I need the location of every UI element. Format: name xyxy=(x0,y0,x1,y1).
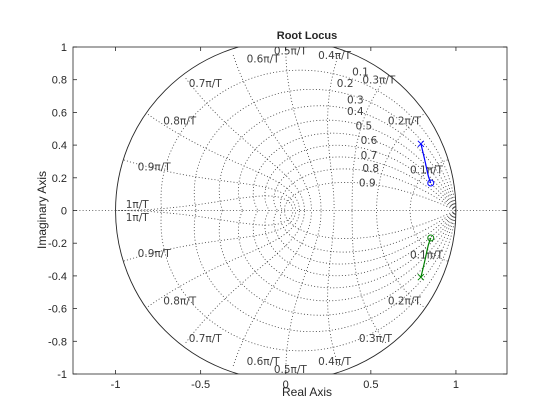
zgrid: 0.10.2 0.30.4 0.5 0.6 0.70.8 0.9 0.1π/T 0.2π/T 0… xyxy=(73,45,507,376)
damping-line-0.4-upper xyxy=(237,119,457,211)
frequency-curve-0.7-lower xyxy=(185,210,306,344)
frequency-curve-0.2-lower xyxy=(376,210,424,307)
frequency-curve-0.9-upper xyxy=(123,159,297,211)
frequency-curve-0.7-upper xyxy=(185,77,306,211)
damping-label-0.9: 0.9 xyxy=(359,178,376,190)
frequency-label-lower-6: 0.6π/T xyxy=(247,356,281,368)
pole-marker-1 xyxy=(417,140,425,148)
frequency-label-upper-3: 0.3π/T xyxy=(362,75,396,87)
y-tick-label: -1 xyxy=(57,369,67,381)
frequency-curve-0.8-lower xyxy=(147,210,300,307)
frequency-curve-0.6-lower xyxy=(232,210,312,367)
frequency-label-lower-8: 0.8π/T xyxy=(163,295,197,307)
frequency-curve-0.1-upper xyxy=(409,159,448,211)
damping-line-0.8-upper xyxy=(280,168,457,211)
frequency-label-lower-7: 0.7π/T xyxy=(189,333,223,345)
frequency-label-lower-2: 0.2π/T xyxy=(388,295,422,307)
frequency-curve-0.6-upper xyxy=(232,54,312,211)
y-tick-label: -0.2 xyxy=(48,238,67,250)
frequency-label-upper-9: 0.9π/T xyxy=(138,161,172,173)
damping-label-0.8: 0.8 xyxy=(362,163,379,175)
frequency-curve-0.4-lower xyxy=(327,210,339,367)
frequency-label-upper-4: 0.4π/T xyxy=(318,50,352,62)
y-tick-label: 0.8 xyxy=(52,75,67,87)
y-tick-label: -0.6 xyxy=(48,304,67,316)
zero-marker-2 xyxy=(427,234,435,242)
y-tick-label: 1 xyxy=(61,42,67,54)
damping-line-0.8-lower xyxy=(280,210,457,253)
damping-line-0.5-upper xyxy=(252,132,457,211)
damping-label-0.2: 0.2 xyxy=(337,78,354,90)
frequency-label-upper-2: 0.2π/T xyxy=(388,116,422,128)
axis-ticks: -1 -0.5 0 0.5 1 1 0.8 0.6 0.4 0.2 0 -0.2 -0.4 -0.6 -0.… xyxy=(48,42,507,391)
damping-line-0.5-lower xyxy=(252,210,457,289)
damping-line-0.2-lower xyxy=(193,210,457,333)
frequency-curve-0.3-upper xyxy=(351,77,387,211)
frequency-label-upper-10: 1π/T xyxy=(126,199,150,211)
damping-line-0.3-lower xyxy=(218,210,457,316)
frequency-label-lower-10: 1π/T xyxy=(126,212,150,224)
chart-title: Root Locus xyxy=(277,30,338,42)
frequency-label-lower-3: 0.3π/T xyxy=(359,333,393,345)
frequency-curve-0.1-lower xyxy=(409,210,448,262)
plot-data xyxy=(417,140,435,281)
damping-label-0.6: 0.6 xyxy=(361,135,378,147)
x-tick-label: -1 xyxy=(111,379,121,391)
damping-line-0.2-upper xyxy=(193,88,457,211)
damping-line-0.6-lower xyxy=(264,210,457,277)
frequency-label-upper-6: 0.6π/T xyxy=(247,53,281,65)
frequency-label-lower-5: 0.5π/T xyxy=(274,364,308,376)
locus-branch-1 xyxy=(420,143,432,184)
zero-marker-1 xyxy=(427,179,435,187)
damping-line-0.3-upper xyxy=(218,105,457,211)
frequency-curve-0.2-upper xyxy=(376,114,424,211)
y-tick-label: 0.6 xyxy=(52,107,67,119)
x-axis-label: Real Axis xyxy=(282,385,332,399)
frequency-curve-0.9-lower xyxy=(123,210,297,262)
damping-label-0.3: 0.3 xyxy=(347,94,364,106)
damping-line-0.7-lower xyxy=(273,210,457,265)
y-tick-label: 0.2 xyxy=(52,173,67,185)
damping-label-0.1: 0.1 xyxy=(352,67,369,79)
locus-branch-2 xyxy=(420,237,432,278)
x-tick-label: 1 xyxy=(453,379,459,391)
damping-label-0.7: 0.7 xyxy=(361,150,378,162)
frequency-curve-0.8-upper xyxy=(147,114,300,211)
frequency-label-lower-1: 0.1π/T xyxy=(410,250,444,262)
frequency-label-upper-5: 0.5π/T xyxy=(274,45,308,57)
pole-marker-2 xyxy=(417,273,425,281)
damping-label-0.5: 0.5 xyxy=(356,120,373,132)
x-tick-label: -0.5 xyxy=(191,379,210,391)
frequency-label-upper-7: 0.7π/T xyxy=(189,78,223,90)
y-tick-label: -0.4 xyxy=(48,271,67,283)
frequency-curve-0.3-lower xyxy=(351,210,387,344)
frequency-label-upper-8: 0.8π/T xyxy=(163,116,197,128)
damping-line-0.7-upper xyxy=(273,156,457,211)
damping-line-0.1-upper xyxy=(160,69,457,211)
y-tick-label: -0.8 xyxy=(48,336,67,348)
y-tick-label: 0 xyxy=(61,206,67,218)
damping-line-0.4-lower xyxy=(237,210,457,302)
damping-line-0.1-lower xyxy=(160,210,457,352)
x-tick-label: 0 xyxy=(283,379,289,391)
x-tick-label: 0.5 xyxy=(363,379,378,391)
damping-line-0.9-lower xyxy=(284,210,457,239)
damping-label-0.4: 0.4 xyxy=(347,106,364,118)
frequency-label-lower-4: 0.4π/T xyxy=(318,356,352,368)
y-axis-label: Imaginary Axis xyxy=(35,171,49,249)
frequency-label-lower-9: 0.9π/T xyxy=(138,248,172,260)
damping-line-0.6-upper xyxy=(264,144,457,211)
y-tick-label: 0.4 xyxy=(52,140,67,152)
